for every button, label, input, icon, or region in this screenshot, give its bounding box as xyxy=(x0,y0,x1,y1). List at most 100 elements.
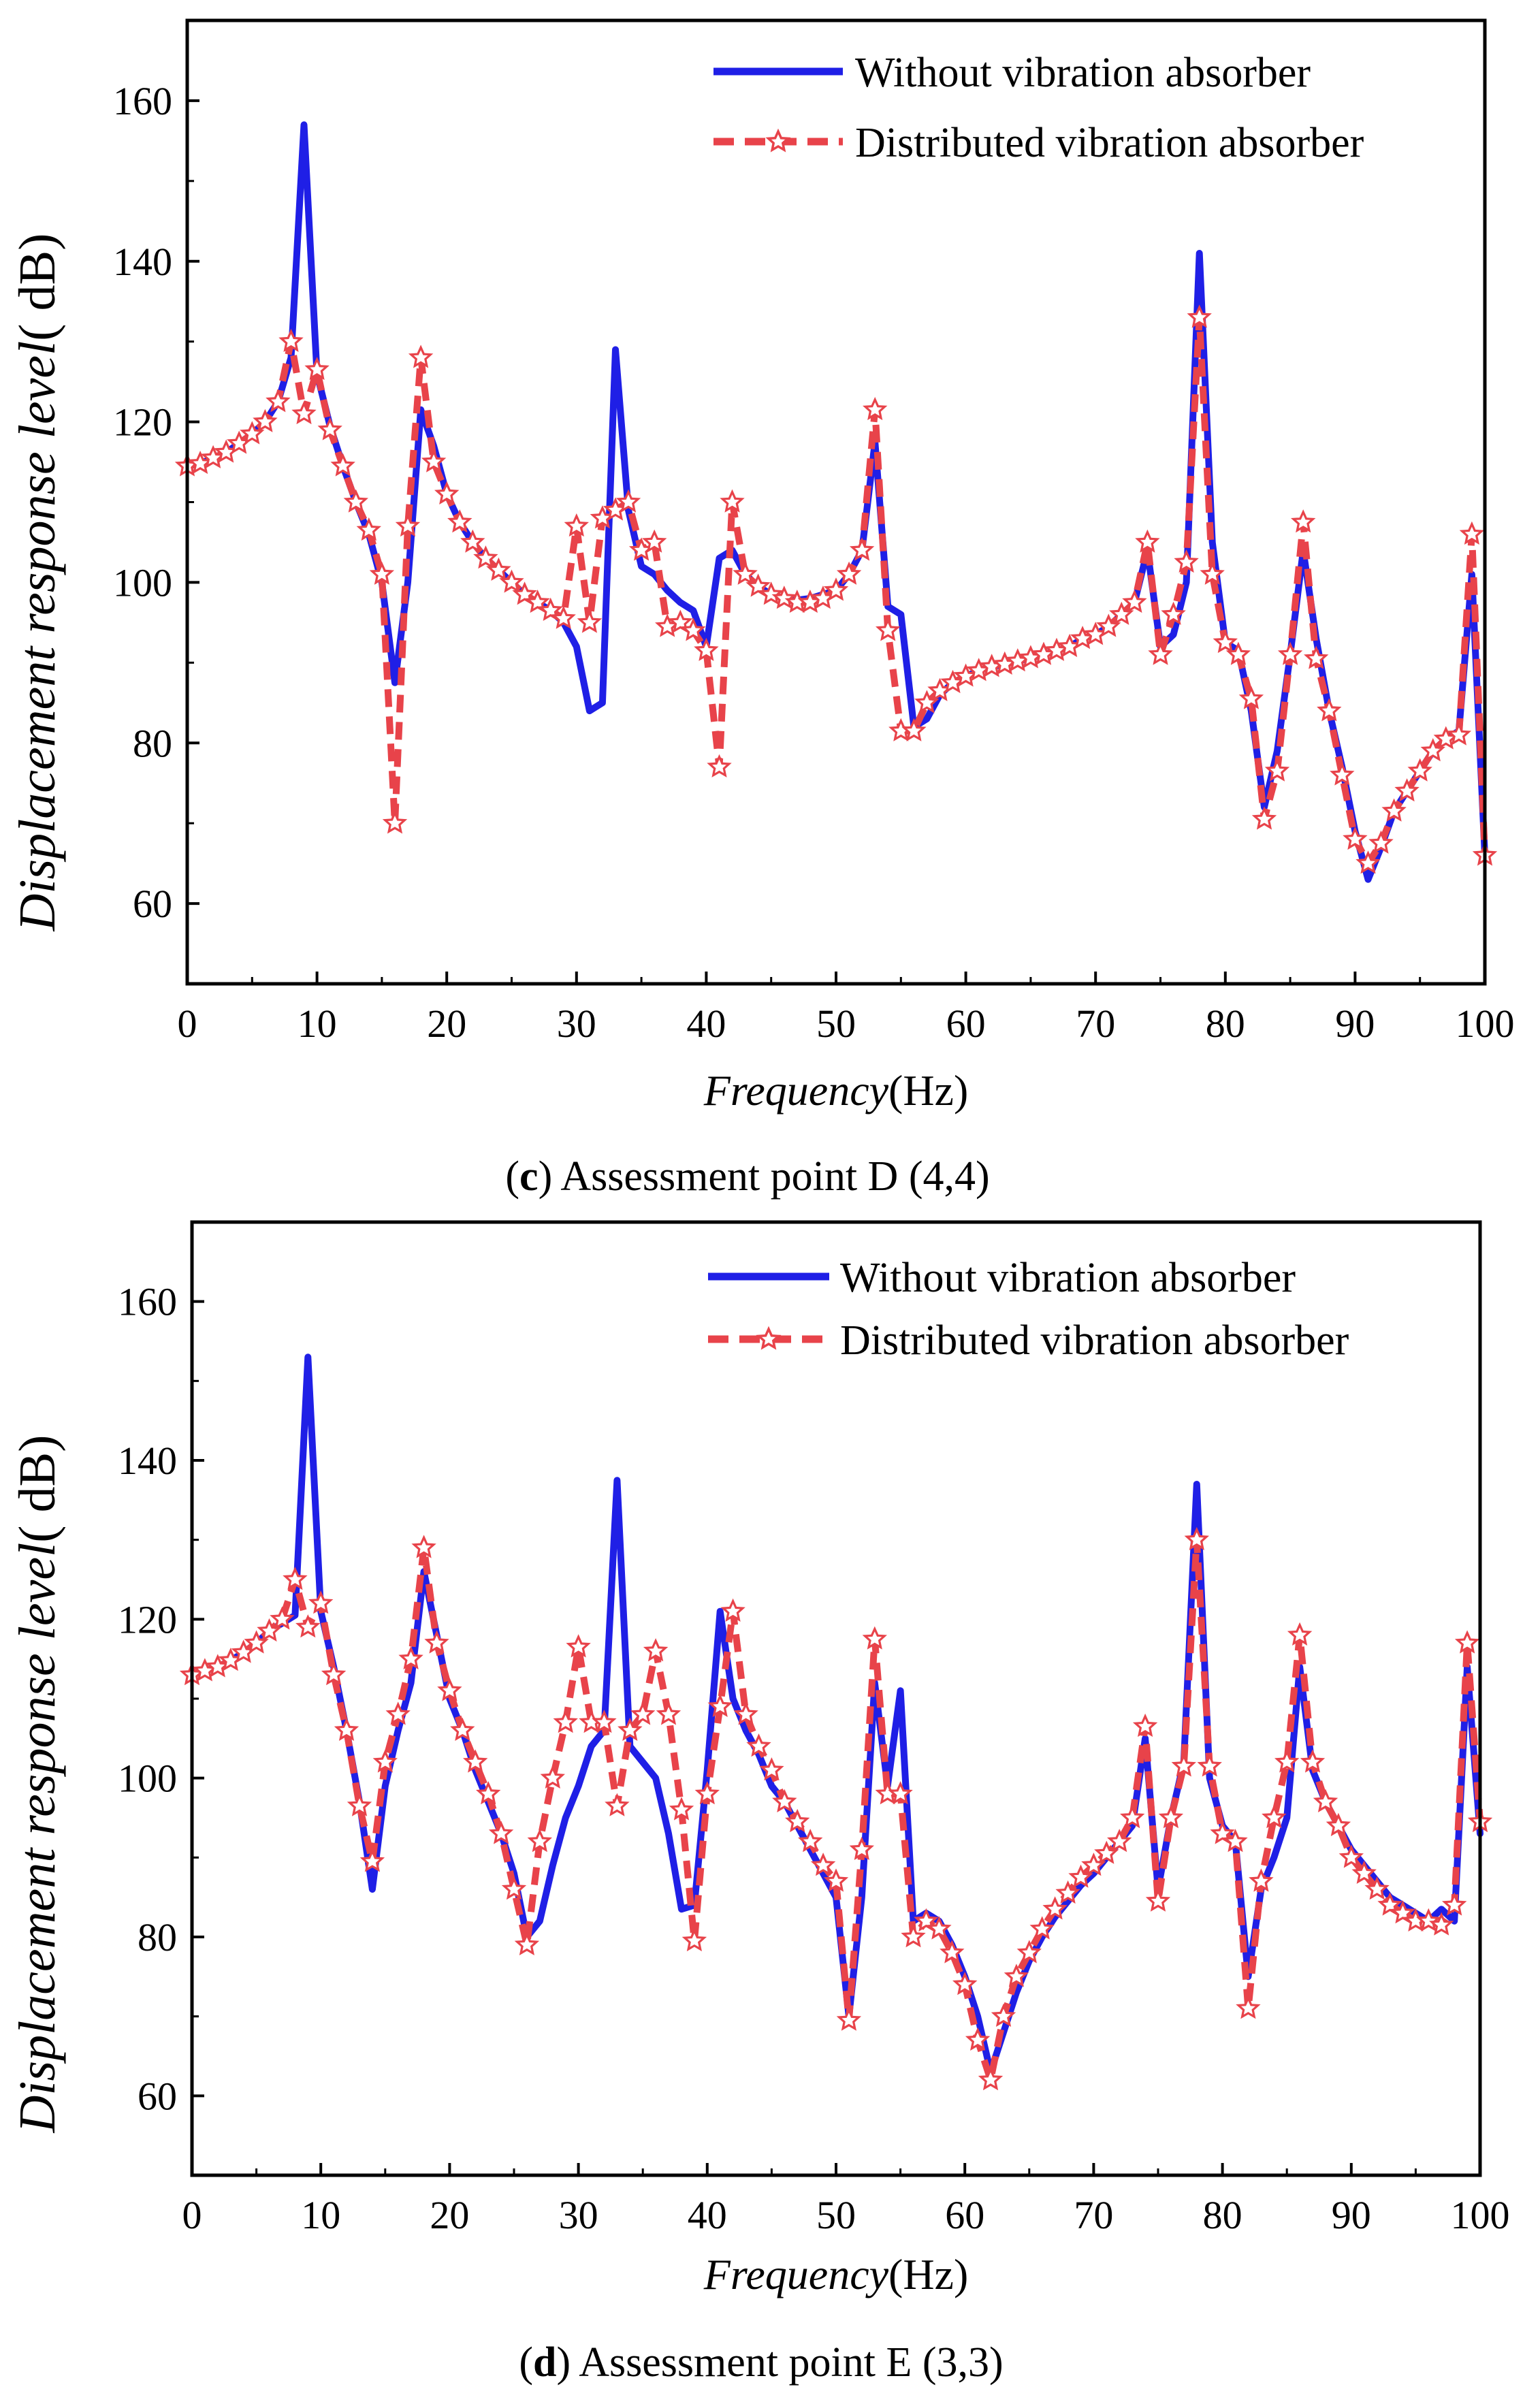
panel-d-ytick-label: 100 xyxy=(118,1757,177,1801)
panel-c-caption-letter: c xyxy=(519,1153,539,1200)
panel-d-star-marker xyxy=(541,1767,564,1788)
panel-c-ytick-label: 160 xyxy=(113,79,172,123)
panel-c-star-marker xyxy=(1188,306,1210,327)
panel-d-caption: (d) Assessment point E (3,3) xyxy=(519,2339,1003,2386)
panel-d-legend-label-distributed: Distributed vibration absorber xyxy=(840,1317,1349,1364)
panel-d-star-marker xyxy=(528,1830,551,1851)
panel-c-star-marker xyxy=(1331,763,1353,785)
panel-c-xtick-label: 60 xyxy=(946,1001,986,1046)
panel-d-star-marker xyxy=(645,1639,667,1661)
panel-d-xtick-label: 80 xyxy=(1203,2193,1242,2237)
panel-c-star-marker xyxy=(280,330,302,351)
panel-d-star-marker xyxy=(1456,1631,1479,1653)
panel-c-xtick-label: 0 xyxy=(178,1001,197,1046)
panel-c-ylabel: Displacement response level( dB) xyxy=(9,233,66,931)
svg-text:Displacement response level(: Displacement response level( dB) xyxy=(9,1435,66,2133)
panel-d-star-marker xyxy=(490,1822,512,1844)
panel-d-star-marker xyxy=(426,1631,448,1653)
panel-d-star-marker xyxy=(1198,1754,1221,1776)
panel-d-star-marker xyxy=(554,1711,577,1732)
panel-d-star-marker xyxy=(1134,1715,1157,1736)
panel-d-ticks: 0 10 20 30 40 50 60 70 80 90 100 60 80 100 120 140 160 xyxy=(118,1221,1510,2237)
panel-c-xtick-label: 40 xyxy=(686,1001,726,1046)
panel-c-xtick-label: 100 xyxy=(1456,1001,1515,1046)
panel-d-star-marker xyxy=(1147,1889,1169,1911)
panel-d-star-marker xyxy=(336,1719,357,1740)
panel-c-ytick-label: 140 xyxy=(113,240,172,284)
panel-d-axes-frame xyxy=(190,1220,1482,2177)
panel-d-star-marker xyxy=(567,1635,590,1656)
panel-d-star-marker xyxy=(606,1794,628,1816)
panel-c-caption: (c) Assessment point D (4,4) xyxy=(505,1153,989,1200)
panel-d-xlabel-unit: (Hz) xyxy=(888,2250,968,2298)
panel-d-star-marker xyxy=(1263,1806,1285,1827)
panel-c-legend-label-without: Without vibration absorber xyxy=(855,50,1311,96)
panel-c-star-marker xyxy=(1149,643,1172,664)
panel-c-star-marker xyxy=(1460,523,1483,544)
panel-c-xtick-label: 10 xyxy=(298,1001,337,1046)
panel-c-star-marker xyxy=(851,539,873,560)
panel-c-star-marker xyxy=(293,402,315,423)
panel-c-star-marker xyxy=(1253,807,1275,829)
panel-d-star-marker xyxy=(980,2068,1001,2089)
panel-d-star-marker xyxy=(516,1934,538,1955)
panel-d-star-marker xyxy=(438,1679,461,1701)
panel-c-star-marker xyxy=(1318,699,1341,720)
panel-d-legend-star xyxy=(757,1328,780,1349)
panel-d-star-marker xyxy=(1159,1806,1182,1827)
panel-d-plot-area: 0 10 20 30 40 50 60 70 80 90 100 60 80 100 120 140 160 xyxy=(118,1220,1510,2237)
chart-panel-d: Displacement response level( dB) 0 10 20 30… xyxy=(9,1220,1510,2386)
panel-d-xtick-label: 50 xyxy=(816,2193,856,2237)
panel-d-xtick-label: 0 xyxy=(182,2193,202,2237)
panel-d-caption-text: Assessment point E (3,3) xyxy=(579,2339,1003,2386)
panel-c-star-marker xyxy=(436,483,458,504)
panel-c-xtick-label: 80 xyxy=(1206,1001,1245,1046)
panel-d-star-marker xyxy=(696,1782,718,1804)
panel-c-star-marker xyxy=(319,418,341,440)
panel-d-ytick-label: 120 xyxy=(118,1597,177,1641)
panel-d-xtick-label: 20 xyxy=(430,2193,469,2237)
panel-d-star-marker xyxy=(1121,1806,1144,1827)
panel-d-xlabel: Frequency(Hz) xyxy=(703,2250,969,2298)
panel-d-ylabel-unit: ( dB) xyxy=(9,1435,66,1542)
panel-c-ytick-label: 60 xyxy=(133,882,172,926)
panel-d-xtick-label: 70 xyxy=(1074,2193,1113,2237)
panel-d-xtick-label: 100 xyxy=(1451,2193,1510,2237)
panel-d-series-line-distributed-absorber xyxy=(191,1536,1483,2083)
panel-c-star-marker xyxy=(1136,530,1159,552)
panel-d-caption-letter: d xyxy=(533,2339,556,2386)
panel-d-star-marker xyxy=(349,1794,370,1816)
panel-d-star-marker xyxy=(671,1798,692,1820)
panel-c-plot-area: 0 10 20 30 40 50 60 70 80 90 100 60 80 100 120 140 160 xyxy=(113,18,1515,1046)
panel-d-ytick-label: 60 xyxy=(138,2074,177,2118)
panel-c-star-marker xyxy=(1279,643,1302,664)
panel-d-star-marker xyxy=(837,2008,860,2030)
panel-c-series-line-without-absorber xyxy=(184,121,1488,883)
panel-c-star-marker xyxy=(1175,551,1198,572)
panel-d-star-marker xyxy=(850,1838,873,1859)
panel-c-star-marker xyxy=(306,358,328,379)
panel-d-series xyxy=(181,1353,1491,2089)
panel-c-star-marker xyxy=(384,812,406,833)
panel-d-star-marker xyxy=(451,1719,474,1740)
panel-c-ylabel-unit: ( dB) xyxy=(9,233,66,340)
panel-c-star-marker xyxy=(565,515,588,536)
panel-d-star-marker xyxy=(323,1663,344,1684)
panel-d-star-marker xyxy=(297,1616,319,1637)
panel-d-xtick-label: 40 xyxy=(688,2193,727,2237)
panel-c-xtick-label: 20 xyxy=(427,1001,466,1046)
panel-d-star-marker xyxy=(684,1929,705,1951)
panel-d-xtick-label: 60 xyxy=(945,2193,984,2237)
panel-d-xtick-label: 30 xyxy=(559,2193,598,2237)
panel-d-star-marker xyxy=(1302,1750,1324,1772)
panel-d-star-marker xyxy=(1289,1624,1311,1645)
panel-c-xlabel-unit: (Hz) xyxy=(888,1066,968,1115)
panel-c-star-marker xyxy=(579,611,600,632)
panel-c-legend-star xyxy=(767,130,790,151)
panel-d-xtick-label: 10 xyxy=(301,2193,340,2237)
panel-c-star-marker xyxy=(332,454,354,476)
panel-d-legend: Without vibration absorber Distributed v… xyxy=(708,1255,1349,1364)
svg-text:Displacement response level(: Displacement response level( dB) xyxy=(9,233,66,931)
panel-d-ytick-label: 160 xyxy=(118,1280,177,1324)
